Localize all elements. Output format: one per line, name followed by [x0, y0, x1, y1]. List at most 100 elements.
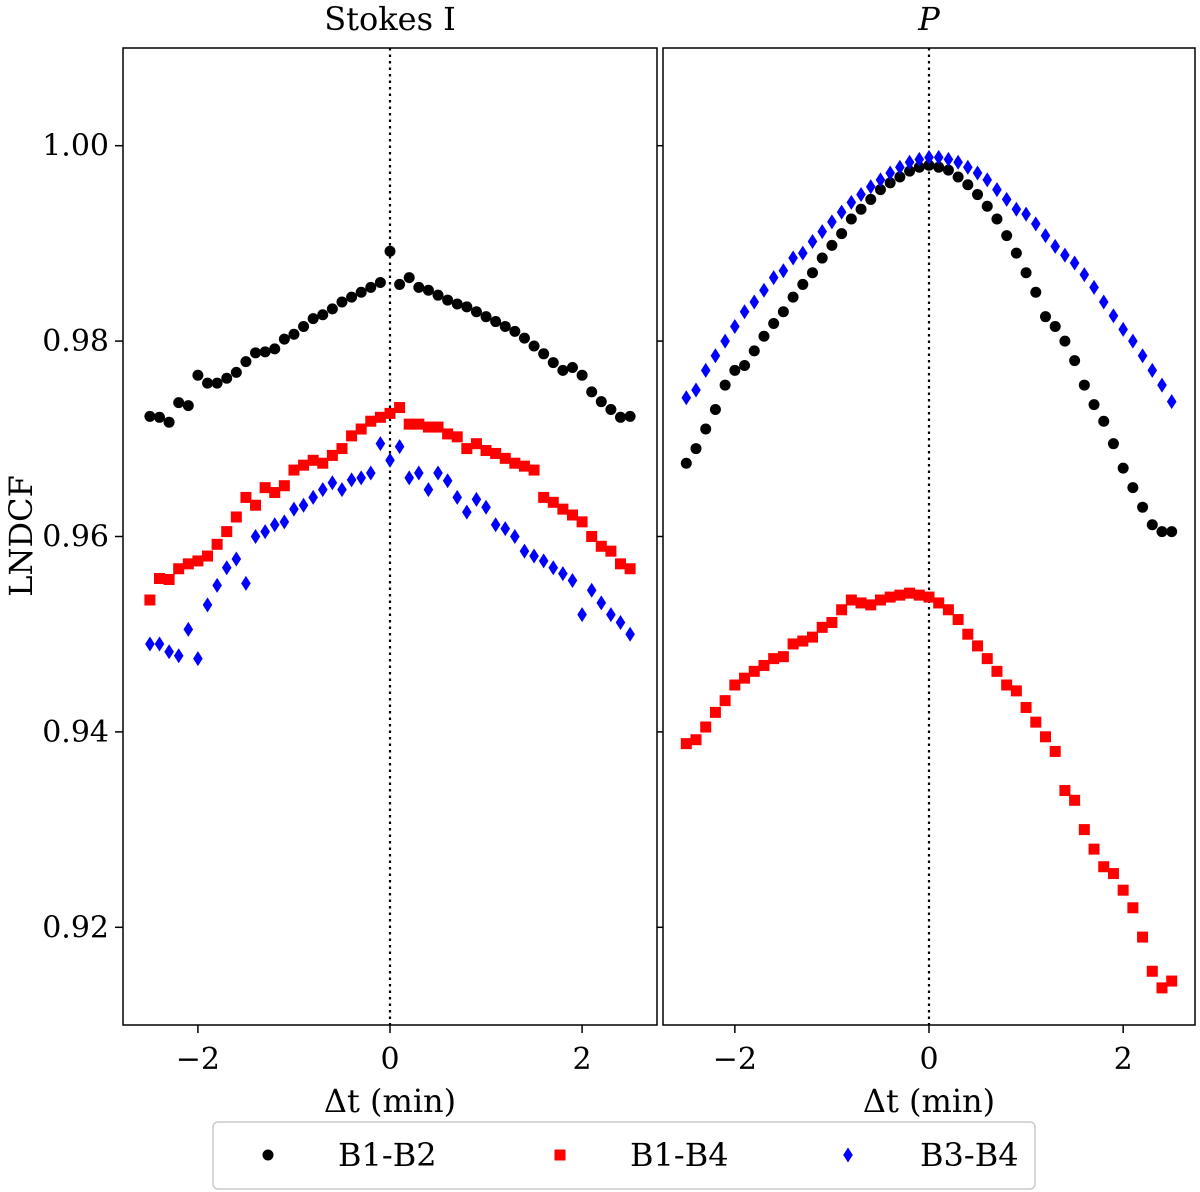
data-point [288, 464, 300, 476]
data-point [1166, 526, 1178, 538]
data-point [739, 672, 751, 684]
data-point [729, 364, 741, 376]
data-point [855, 203, 867, 215]
data-point [394, 278, 406, 290]
data-point [403, 418, 415, 430]
data-point [259, 346, 271, 358]
data-point [981, 653, 993, 665]
data-point [605, 403, 617, 415]
data-point [470, 438, 482, 450]
data-point [1030, 286, 1042, 298]
data-point [1089, 279, 1099, 295]
data-point [385, 452, 395, 468]
data-point [690, 443, 702, 455]
data-point [1010, 247, 1022, 259]
data-point [499, 320, 511, 332]
data-point [259, 482, 271, 494]
data-point [221, 560, 232, 576]
data-point [586, 386, 598, 398]
data-point [413, 418, 425, 430]
data-point [739, 304, 750, 320]
data-point [538, 348, 550, 360]
legend: B1-B2 B1-B4 B3-B4 [212, 1121, 1036, 1190]
data-point [690, 734, 702, 746]
data-point [365, 415, 377, 427]
data-point [317, 457, 329, 469]
data-point [336, 443, 348, 455]
legend-marker [843, 1147, 853, 1163]
panel-stokes-i: Stokes I −2 0 2 0.92 0.94 0.96 0.98 1.00 Δt (min) [42, 0, 658, 1120]
data-point [327, 475, 338, 491]
data-point [992, 182, 1002, 198]
data-point [972, 640, 984, 652]
data-point [1118, 321, 1128, 337]
data-point [1137, 348, 1148, 364]
data-point [240, 356, 252, 368]
data-point [1147, 362, 1158, 378]
data-point [991, 213, 1003, 225]
data-point [269, 487, 281, 499]
data-point [895, 159, 905, 175]
data-point [874, 184, 886, 196]
data-point [192, 555, 204, 567]
data-point [308, 489, 318, 505]
data-point [221, 372, 233, 384]
data-point [606, 607, 616, 623]
data-point [827, 214, 837, 230]
data-point [202, 377, 214, 389]
data-point [874, 594, 886, 606]
data-point [1078, 824, 1090, 836]
data-point [211, 538, 223, 550]
data-point [500, 521, 511, 537]
data-point [595, 540, 607, 552]
data-point [759, 282, 769, 298]
data-point [904, 154, 915, 170]
data-point [1156, 526, 1168, 538]
data-point [885, 165, 895, 181]
data-point [346, 430, 358, 442]
data-point [981, 200, 993, 212]
data-point [576, 369, 588, 381]
data-point [1039, 311, 1051, 323]
data-point [173, 563, 185, 575]
data-point [250, 529, 261, 544]
data-point [432, 421, 444, 433]
data-point [836, 604, 848, 616]
data-point [558, 566, 568, 582]
x-tick-label: −2 [176, 1042, 220, 1077]
legend-label: B1-B4 [630, 1136, 729, 1174]
data-point [231, 551, 242, 567]
data-point [452, 489, 463, 505]
data-point [1108, 308, 1119, 324]
data-point [346, 472, 357, 488]
data-point [538, 553, 549, 569]
data-point [596, 595, 607, 611]
data-point [982, 172, 993, 188]
data-point [182, 400, 194, 412]
y-tick-label: 0.94 [42, 715, 109, 750]
data-point [499, 452, 511, 464]
data-point [557, 364, 569, 376]
data-point [1146, 519, 1158, 531]
data-point [1137, 931, 1149, 943]
data-point [279, 514, 290, 530]
data-point [307, 454, 319, 466]
data-point [816, 621, 828, 633]
data-point [1128, 333, 1138, 349]
data-point [298, 459, 310, 471]
data-point [904, 587, 916, 599]
data-point [528, 464, 540, 476]
data-point [1137, 501, 1149, 513]
data-point [307, 313, 319, 325]
data-point [1049, 320, 1061, 332]
data-point [807, 631, 819, 643]
data-point [163, 416, 175, 428]
data-point [710, 348, 721, 364]
series-b1-b4 [144, 402, 636, 606]
data-point [202, 550, 214, 562]
data-point [729, 679, 741, 691]
data-point [481, 499, 491, 515]
data-point [700, 721, 712, 733]
data-point [681, 390, 692, 406]
data-point [154, 636, 165, 652]
